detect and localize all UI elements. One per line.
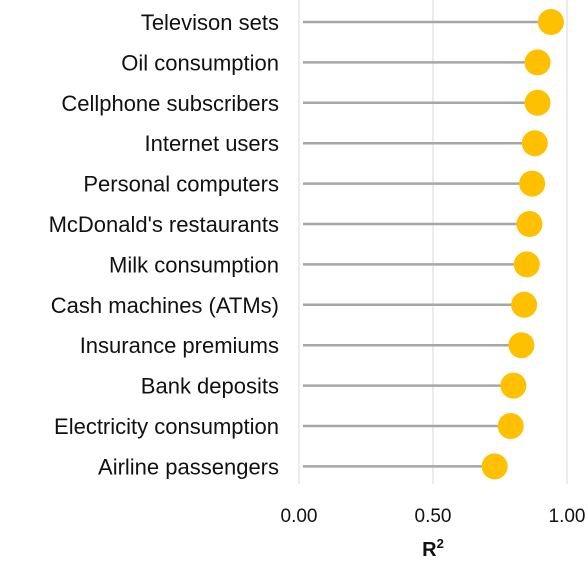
category-label: Electricity consumption	[54, 414, 279, 439]
markers	[481, 9, 564, 480]
stems	[303, 20, 551, 468]
x-tick-label: 1.00	[549, 506, 586, 527]
category-label: Airline passengers	[98, 454, 279, 479]
data-point	[524, 89, 551, 116]
x-axis-title-text: R	[422, 539, 437, 561]
category-label: Cash machines (ATMs)	[51, 293, 279, 318]
data-point	[508, 332, 535, 359]
data-point	[481, 453, 508, 480]
x-tick-label: 0.50	[415, 506, 452, 527]
category-label: Internet users	[144, 131, 279, 156]
category-label: Televison sets	[141, 10, 279, 35]
category-label: McDonald's restaurants	[49, 212, 279, 237]
category-label: Insurance premiums	[80, 333, 279, 358]
category-label: Milk consumption	[109, 252, 279, 277]
data-point	[519, 170, 546, 197]
x-tick-label: 0.00	[281, 506, 318, 527]
data-point	[524, 49, 551, 76]
data-point	[500, 372, 527, 399]
category-label: Personal computers	[83, 172, 279, 197]
category-labels: Televison sets Oil consumption Cellphone s…	[49, 10, 279, 479]
category-label: Cellphone subscribers	[61, 91, 279, 116]
data-point	[516, 211, 543, 237]
x-axis-title-superscript: 2	[437, 536, 444, 551]
x-axis-title: R2	[422, 536, 444, 561]
category-label: Bank deposits	[141, 374, 279, 399]
data-point	[511, 291, 538, 318]
data-point	[497, 413, 524, 439]
x-tick-labels: 0.00 0.50 1.00	[281, 506, 586, 527]
data-point	[537, 9, 564, 35]
data-point	[521, 130, 548, 157]
gridlines	[298, 0, 568, 484]
data-point	[513, 251, 540, 278]
category-label: Oil consumption	[121, 50, 279, 75]
